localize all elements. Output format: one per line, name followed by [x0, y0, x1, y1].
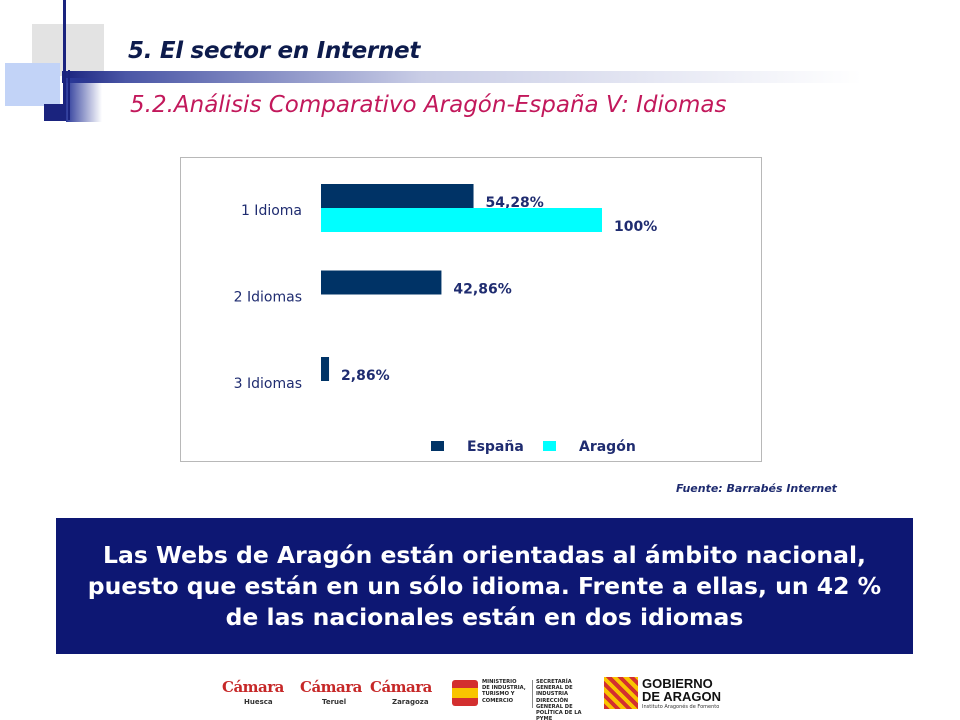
- conclusion-text: Las Webs de Aragón están orientadas al á…: [87, 540, 882, 631]
- camara-logo-name: Cámara: [300, 678, 362, 696]
- data-label: 42,86%: [453, 282, 511, 298]
- legend-swatch: [431, 441, 444, 451]
- legend-label: España: [467, 439, 524, 455]
- data-label: 2,86%: [341, 368, 390, 384]
- ministerio-department: SECRETARÍA GENERAL DE INDUSTRIA DIRECCIÓ…: [536, 679, 582, 720]
- header-decoration-vertical-line-2: [68, 70, 70, 120]
- bar-espana: [321, 357, 330, 381]
- camara-logo-city: Huesca: [244, 698, 273, 706]
- data-label: 54,28%: [486, 195, 544, 211]
- camara-logo-city: Teruel: [322, 698, 347, 706]
- category-label: 2 Idiomas: [234, 290, 302, 306]
- data-label: 100%: [614, 219, 657, 235]
- legend-swatch: [543, 441, 556, 451]
- category-label: 1 Idioma: [241, 203, 302, 219]
- camara-teruel-logo: Cámara Teruel: [300, 672, 376, 714]
- category-label: 3 Idiomas: [234, 376, 302, 392]
- ministerio-name: MINISTERIO DE INDUSTRIA, TURISMO Y COMER…: [482, 679, 526, 704]
- aragon-flag-icon: [604, 677, 638, 709]
- bar-chart-svg: 1 Idioma 54,28% 100% 2 Idiomas 42,86% 3 Idiom…: [234, 184, 657, 455]
- header-decoration-line: [62, 71, 862, 83]
- ministerio-divider: [532, 680, 533, 708]
- bar-aragon: [321, 208, 602, 232]
- footer-logos: Cámara Huesca Cámara Teruel Cámara Zarag…: [220, 672, 740, 720]
- page-subtitle: 5.2.Análisis Comparativo Aragón-España V…: [130, 92, 727, 118]
- header-decoration-fade: [66, 78, 102, 122]
- conclusion-banner: Las Webs de Aragón están orientadas al á…: [56, 518, 913, 654]
- bar-chart: 1 Idioma 54,28% 100% 2 Idiomas 42,86% 3 Idiom…: [180, 157, 762, 462]
- gobierno-name: GOBIERNO DE ARAGON: [642, 676, 721, 704]
- ministerio-logo: MINISTERIO DE INDUSTRIA, TURISMO Y COMER…: [452, 672, 594, 720]
- gobierno-aragon-logo: GOBIERNO DE ARAGON Instituto Aragonés de…: [604, 672, 734, 714]
- section-title: 5. El sector en Internet: [128, 38, 421, 64]
- source-note: Fuente: Barrabés Internet: [676, 482, 837, 495]
- camara-logo-name: Cámara: [222, 678, 284, 696]
- camara-logo-name: Cámara: [370, 678, 432, 696]
- legend-label: Aragón: [579, 439, 636, 455]
- bar-espana: [321, 270, 442, 295]
- header-decoration-navy-square: [44, 104, 66, 121]
- gobierno-institute: Instituto Aragonés de Fomento: [642, 704, 720, 710]
- camara-zaragoza-logo: Cámara Zaragoza: [370, 672, 446, 714]
- coat-of-arms-icon: [452, 680, 478, 706]
- header-decoration-vertical-line: [63, 0, 66, 120]
- header-decoration-blue-square: [5, 63, 60, 106]
- camara-logo-city: Zaragoza: [392, 698, 429, 706]
- bar-espana: [321, 184, 474, 208]
- camara-huesca-logo: Cámara Huesca: [222, 672, 298, 714]
